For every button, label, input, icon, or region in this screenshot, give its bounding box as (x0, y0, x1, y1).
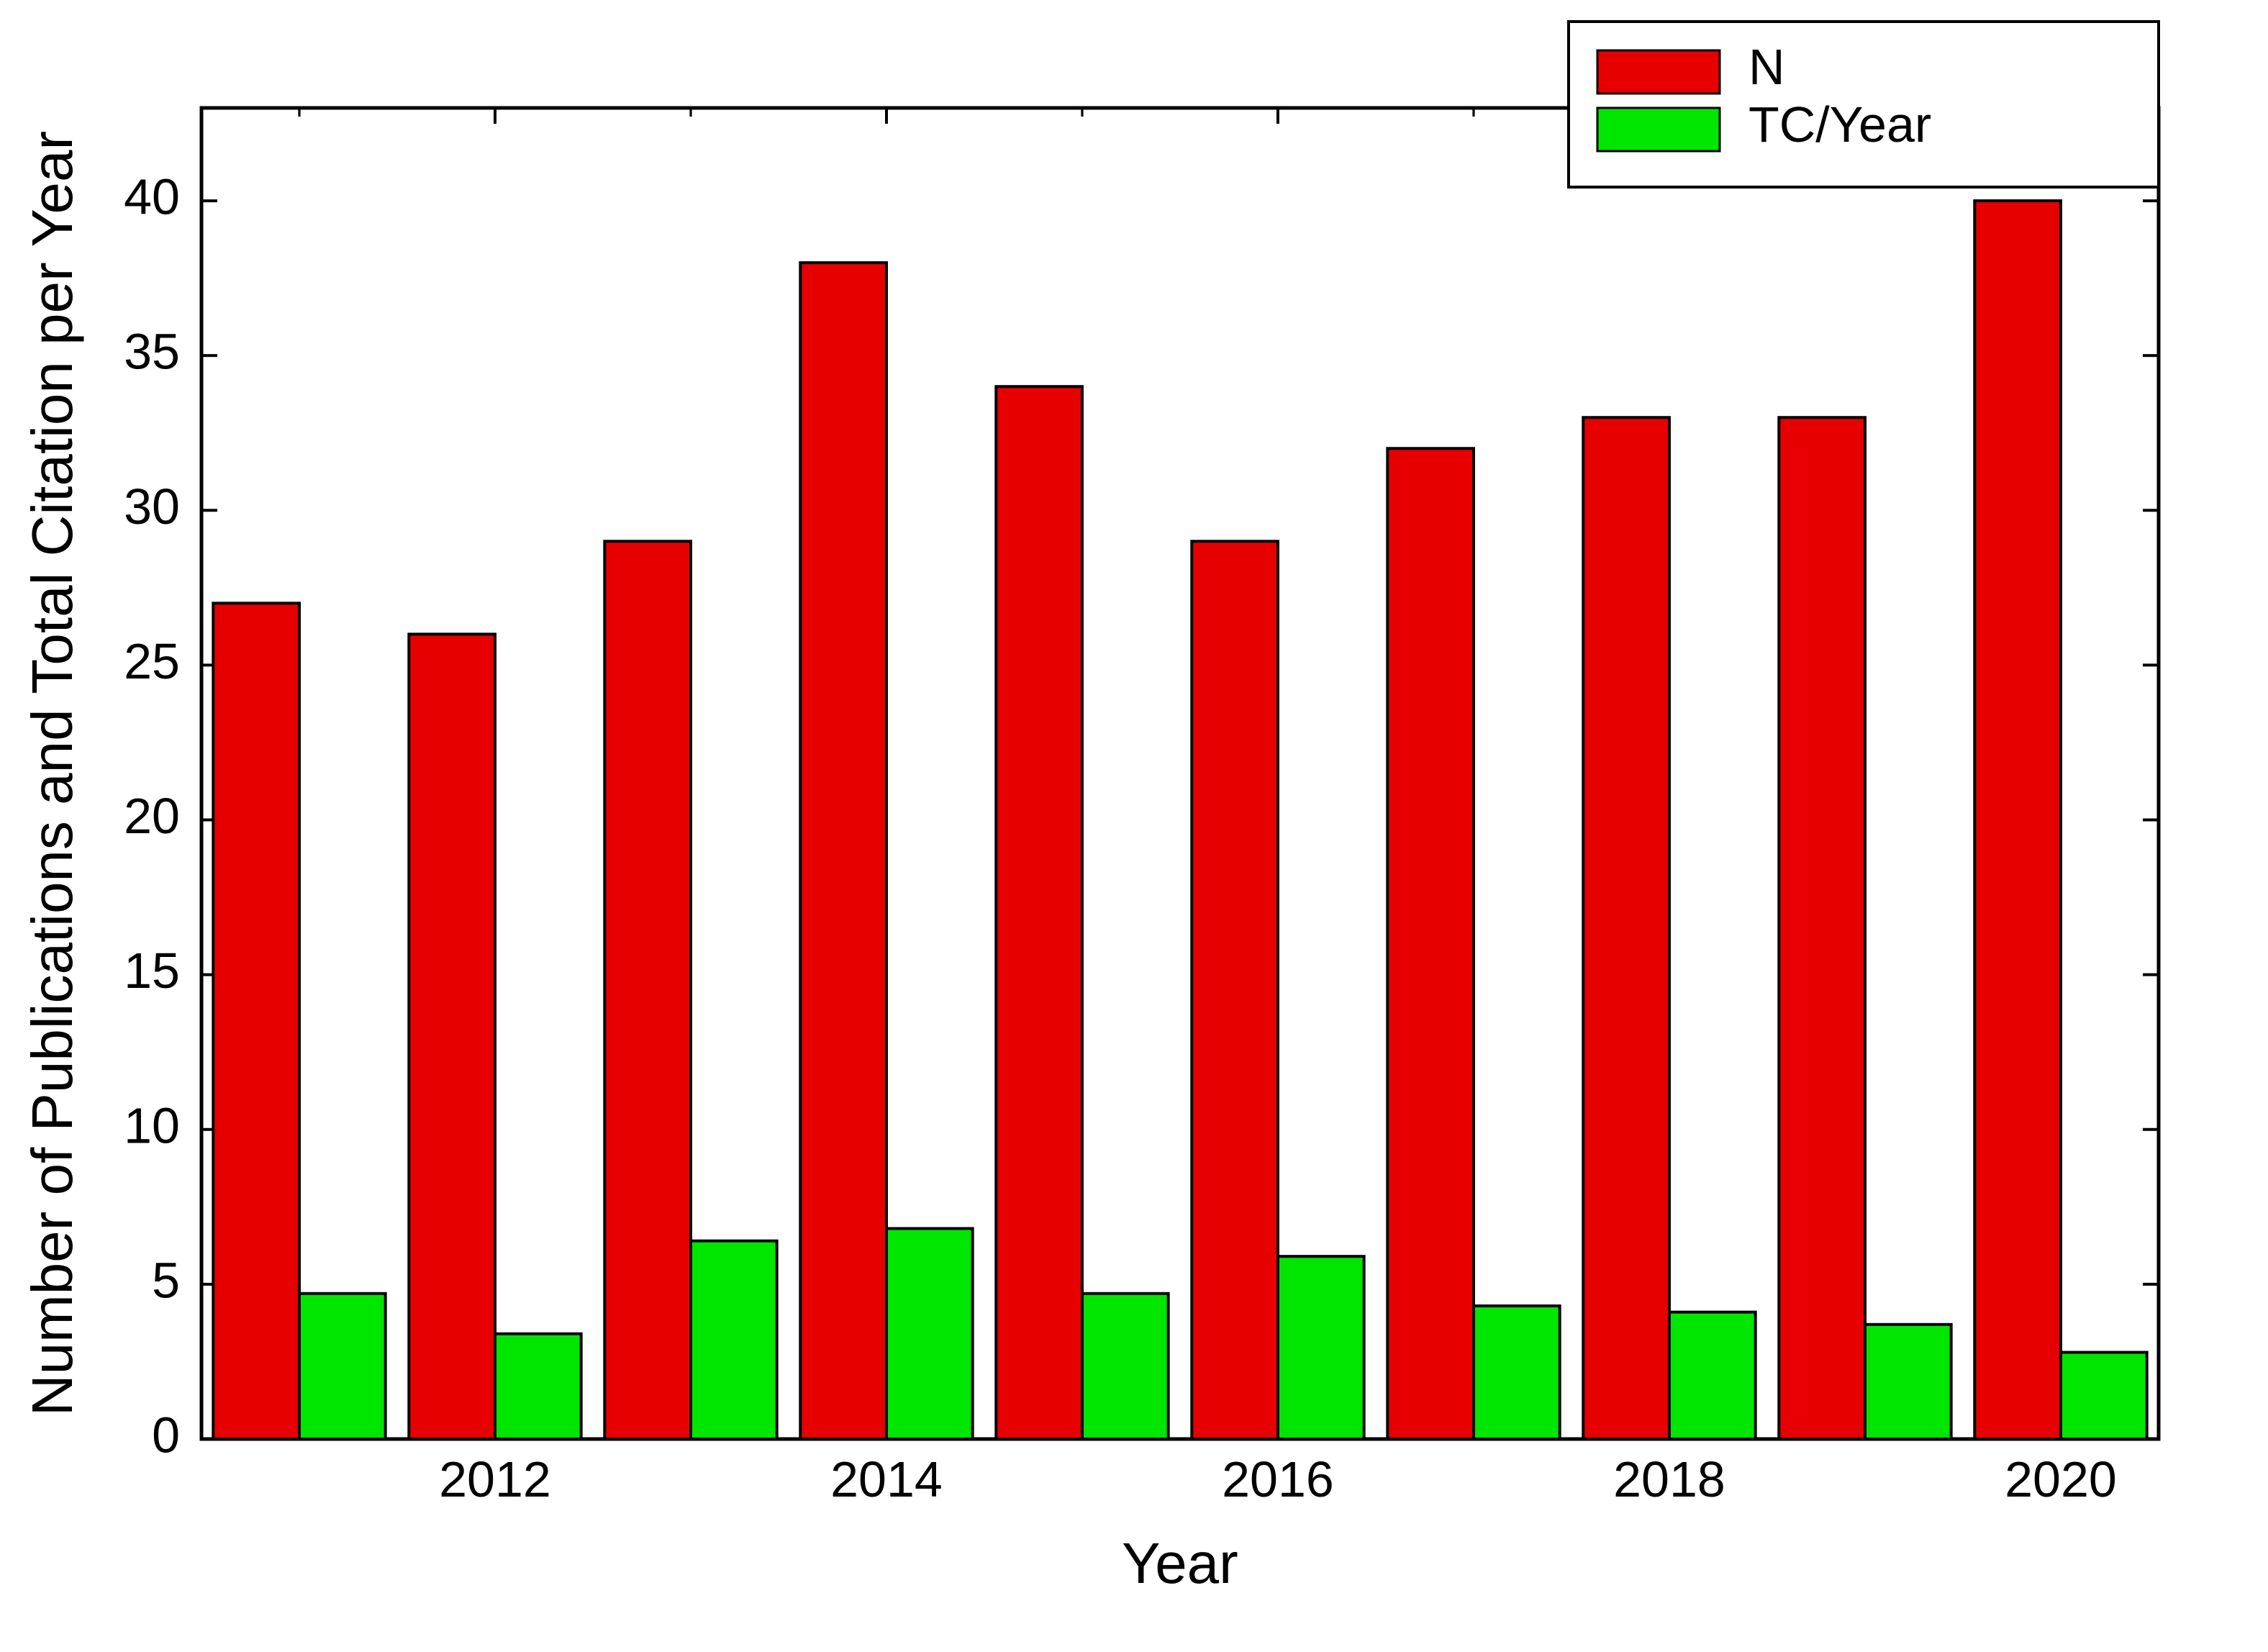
bar-n (409, 634, 495, 1439)
y-tick-label: 30 (124, 478, 180, 535)
x-tick-label: 2020 (2005, 1451, 2117, 1507)
bar-tc (1865, 1325, 1951, 1439)
bar-tc (1082, 1294, 1169, 1439)
bar-tc (1669, 1312, 1756, 1439)
bar-n (213, 603, 299, 1439)
bar-n (1192, 541, 1278, 1439)
chart-container: 0 5 10 15 20 25 30 35 40 2012 2014 2016 2018 2020 Year… (0, 0, 2268, 1652)
x-tick-label: 2012 (439, 1451, 551, 1507)
y-tick-label: 0 (152, 1407, 180, 1463)
legend-label: TC/Year (1748, 96, 1931, 153)
x-tick-label: 2018 (1613, 1451, 1725, 1507)
bar-n (1387, 448, 1474, 1439)
y-tick-label: 20 (124, 788, 180, 844)
x-axis-label: Year (1122, 1531, 1238, 1595)
bar-n (800, 263, 886, 1439)
x-tick-label: 2016 (1222, 1451, 1334, 1507)
y-axis-label: Number of Publications and Total Citatio… (20, 131, 84, 1416)
bar-tc (495, 1334, 581, 1439)
chart-svg: 0 5 10 15 20 25 30 35 40 2012 2014 2016 2018 2020 Year… (0, 0, 2268, 1652)
bar-tc (886, 1228, 973, 1439)
legend-label: N (1748, 39, 1785, 95)
x-tick-label: 2014 (830, 1451, 943, 1507)
bar-n (1974, 201, 2061, 1439)
bar-tc (299, 1294, 386, 1439)
legend-swatch (1597, 108, 1720, 151)
y-tick-label: 15 (124, 943, 180, 999)
bar-tc (691, 1241, 777, 1439)
bar-n (1583, 417, 1669, 1439)
bar-n (1779, 417, 1865, 1439)
y-tick-label: 25 (124, 633, 180, 689)
bar-tc (1278, 1256, 1364, 1439)
bar-tc (1474, 1306, 1560, 1439)
legend-swatch (1597, 50, 1720, 94)
bar-n (604, 541, 691, 1439)
y-tick-label: 40 (124, 169, 180, 225)
y-tick-label: 5 (152, 1252, 180, 1308)
y-tick-label: 10 (124, 1097, 180, 1153)
bar-n (996, 386, 1082, 1439)
bar-tc (2061, 1353, 2147, 1439)
y-tick-label: 35 (124, 324, 180, 380)
